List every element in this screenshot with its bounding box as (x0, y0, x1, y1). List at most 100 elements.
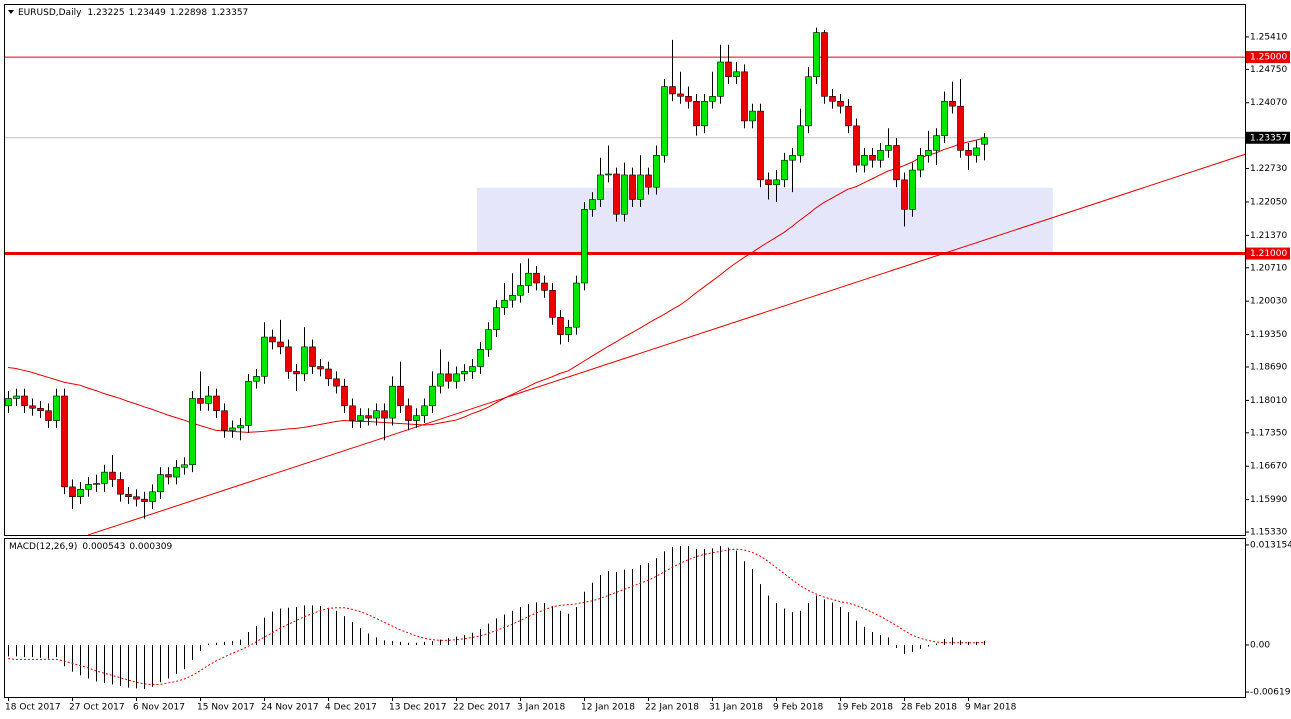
candle-body (781, 159, 788, 181)
candle-body (165, 474, 172, 478)
candle-body (325, 368, 332, 380)
x-tick-label: 31 Jan 2018 (709, 703, 763, 713)
candle-body (485, 329, 492, 350)
candle-body (821, 32, 828, 97)
candle-body (789, 155, 796, 161)
y-tick-label: 1.20710 (1250, 263, 1287, 273)
candle-body (261, 336, 268, 377)
candle-body (461, 371, 468, 375)
x-tick-label: 19 Feb 2018 (837, 703, 893, 713)
y-tick-label: 1.20030 (1250, 297, 1287, 307)
candle-body (877, 150, 884, 161)
y-tick-label: 1.22050 (1250, 197, 1287, 207)
x-tick-label: 24 Nov 2017 (261, 703, 319, 713)
menu-arrow[interactable] (8, 10, 14, 14)
price-label-box (1246, 131, 1290, 144)
candle-body (421, 405, 428, 416)
candle-body (557, 317, 564, 335)
level-label: 1.21000 (1250, 249, 1287, 259)
candle-body (813, 32, 820, 78)
x-tick-label: 22 Dec 2017 (453, 703, 511, 713)
signal-value: 0.000309 (129, 542, 172, 552)
candle-body (677, 93, 684, 97)
candle-body (909, 169, 916, 210)
candle-body (317, 366, 324, 370)
macd-frame (4, 538, 1246, 698)
macd-plot (7, 546, 985, 690)
candle-body (125, 493, 132, 497)
x-tick-label: 9 Feb 2018 (773, 703, 824, 713)
candle-body (773, 179, 780, 186)
candle-body (221, 410, 228, 431)
x-tick-label: 15 Nov 2017 (197, 703, 255, 713)
candle-body (197, 398, 204, 404)
candle-body (269, 336, 276, 343)
candle-body (205, 395, 212, 404)
candle-body (93, 483, 100, 485)
candle-body (469, 366, 476, 372)
candle-body (757, 110, 764, 181)
candle-body (181, 464, 188, 468)
candle-body (669, 86, 676, 95)
candle-body (189, 398, 196, 466)
candle-body (725, 61, 732, 78)
candle-body (509, 294, 516, 301)
candle-body (797, 125, 804, 156)
axes: 1.25410 1.24750 1.24070 1.22730 1.22050 1.213… (5, 32, 1291, 712)
low-value: 1.22898 (170, 8, 207, 18)
candle-body (525, 272, 532, 286)
candle-body (701, 100, 708, 127)
candle-body (245, 380, 252, 426)
candle-body (373, 410, 380, 419)
candle-body (149, 491, 156, 502)
zone (476, 187, 1053, 254)
candle-body (749, 110, 756, 122)
y-tick-label: 1.21370 (1250, 231, 1287, 241)
candle-body (85, 484, 92, 490)
candle-body (445, 373, 452, 382)
candle-body (53, 395, 60, 421)
candle-body (917, 155, 924, 171)
candle-body (981, 137, 988, 145)
candle-body (397, 385, 404, 407)
candle-body (541, 282, 548, 291)
candle-body (213, 395, 220, 412)
candle-body (869, 155, 876, 161)
candle-body (645, 174, 652, 188)
candle-body (549, 290, 556, 318)
candle-body (765, 179, 772, 186)
candle-body (5, 398, 12, 407)
candle-body (693, 100, 700, 127)
candle-body (453, 373, 460, 382)
candle-body (653, 155, 660, 188)
candle-body (293, 371, 300, 375)
candle-body (829, 96, 836, 102)
y-tick-label: 1.16670 (1250, 462, 1287, 472)
candle-body (893, 145, 900, 181)
y-tick-label: 1.22730 (1250, 164, 1287, 174)
candle-body (973, 147, 980, 156)
candle-body (381, 410, 388, 419)
x-tick-label: 12 Jan 2018 (581, 703, 635, 713)
candle-body (29, 405, 36, 409)
candle-body (45, 410, 52, 421)
candle-body (413, 415, 420, 421)
candle-body (741, 71, 748, 122)
candle-body (605, 173, 612, 176)
candle-body (637, 174, 644, 200)
y-tick-label: 1.24070 (1250, 98, 1287, 108)
candle-body (157, 474, 164, 493)
candle-body (717, 61, 724, 97)
candle-body (957, 105, 964, 151)
candle-body (13, 395, 20, 399)
high-value: 1.23449 (129, 8, 166, 18)
open-value: 1.23225 (87, 8, 124, 18)
candle-body (237, 425, 244, 429)
y-tick-label: 1.18690 (1250, 363, 1287, 373)
candle-body (477, 349, 484, 367)
candle-body (925, 150, 932, 156)
level-label: 1.25000 (1250, 53, 1287, 63)
price-label: 1.23357 (1250, 133, 1287, 143)
candle-body (629, 174, 636, 200)
